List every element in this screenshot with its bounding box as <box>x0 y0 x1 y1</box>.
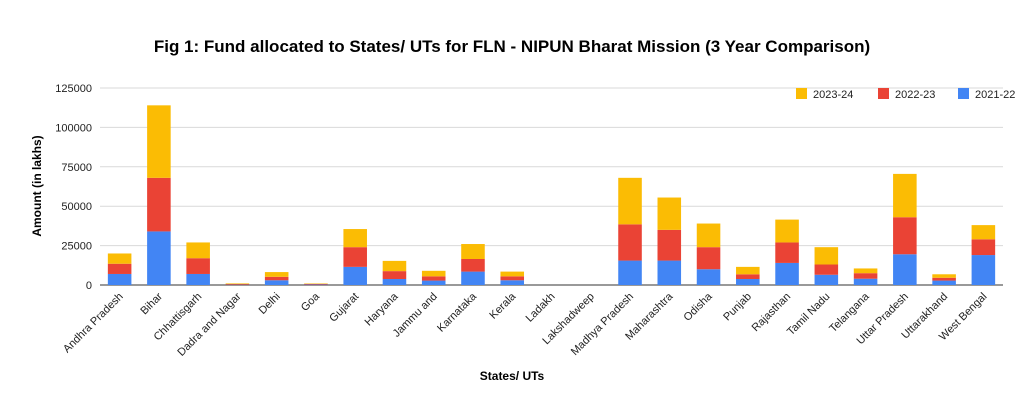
x-tick-label: Gujarat <box>327 291 361 325</box>
bar-segment <box>186 258 210 274</box>
bar-segment <box>147 177 171 232</box>
legend: 2023-24 2022-23 2021-22 <box>796 88 1015 101</box>
bar-segment <box>696 269 721 285</box>
y-tick-label: 125000 <box>55 83 92 95</box>
bar-segment <box>500 271 525 277</box>
bar-segment <box>147 231 171 285</box>
legend-swatch <box>796 88 807 99</box>
bar-segment <box>853 278 878 285</box>
bar-segment <box>932 274 956 278</box>
legend-swatch <box>958 88 969 99</box>
bar-segment <box>186 242 210 259</box>
bar-segment <box>971 225 996 240</box>
bar-segment <box>932 280 956 285</box>
bar-segment <box>343 247 367 267</box>
x-tick-label: Punjab <box>721 291 754 324</box>
x-tick-label: Bihar <box>138 290 165 317</box>
y-tick-label: 75000 <box>61 162 92 174</box>
y-tick-label: 50000 <box>61 201 92 213</box>
bar-segment <box>147 105 171 178</box>
legend-label: 2023-24 <box>813 89 853 101</box>
bar-segment <box>225 284 250 285</box>
x-tick-label: Tamil Nadu <box>785 291 832 338</box>
x-tick-label: Karnataka <box>435 290 480 335</box>
bar-segment <box>932 277 956 281</box>
bar-segment <box>657 197 682 230</box>
bar-segment <box>382 271 407 280</box>
bar-segment <box>618 260 642 285</box>
bar-segment <box>736 274 760 280</box>
bar-segment <box>696 223 721 248</box>
bar-segment <box>814 264 839 275</box>
bar-segment <box>893 217 917 255</box>
bar-segment <box>853 268 878 274</box>
bar-segment <box>421 280 446 285</box>
bar-segment <box>657 260 682 285</box>
bar-segment <box>814 274 839 285</box>
bars <box>107 105 996 285</box>
bar-segment <box>107 253 132 264</box>
bar-segment <box>893 254 917 285</box>
legend-label: 2022-23 <box>895 89 935 101</box>
grid-layer <box>100 87 1003 286</box>
bar-segment <box>461 258 485 272</box>
x-tick-label: Kerala <box>487 290 519 322</box>
x-axis-title: States/ UTs <box>480 369 545 383</box>
bar-segment <box>343 229 367 248</box>
bar-segment <box>107 263 132 274</box>
bar-segment <box>421 270 446 277</box>
bar-segment <box>461 244 485 259</box>
bar-segment <box>107 273 132 285</box>
bar-segment <box>971 255 996 285</box>
bar-segment <box>264 272 289 277</box>
legend-label: 2021-22 <box>975 89 1015 101</box>
bar-segment <box>775 262 799 285</box>
x-tick-label: Andhra Pradesh <box>61 291 126 356</box>
chart-title: Fig 1: Fund allocated to States/ UTs for… <box>154 37 870 56</box>
bar-segment <box>186 273 210 285</box>
bar-segment <box>893 173 917 218</box>
bar-segment <box>461 271 485 285</box>
bar-segment <box>736 279 760 285</box>
y-tick-label: 100000 <box>55 122 92 134</box>
bar-segment <box>853 273 878 279</box>
bar-segment <box>696 247 721 270</box>
bar-segment <box>618 224 642 261</box>
x-tick-label: Haryana <box>363 290 402 329</box>
x-tick-label: Odisha <box>682 290 716 324</box>
bar-segment <box>775 242 799 263</box>
bar-segment <box>500 280 525 285</box>
y-tick-labels: 0 25000 50000 75000 100000 125000 <box>55 83 92 292</box>
x-tick-label: Goa <box>299 290 323 314</box>
bar-segment <box>343 266 367 285</box>
y-tick-label: 0 <box>86 280 92 292</box>
y-tick-label: 25000 <box>61 241 92 253</box>
bar-segment <box>382 279 407 285</box>
bar-segment <box>382 260 407 272</box>
bar-segment <box>421 276 446 281</box>
bar-segment <box>736 266 760 275</box>
legend-swatch <box>878 88 889 99</box>
bar-segment <box>971 239 996 256</box>
bar-segment <box>618 177 642 225</box>
bar-segment <box>225 283 250 285</box>
bar-segment <box>814 247 839 265</box>
bar-segment <box>500 276 525 281</box>
bar-segment <box>304 283 328 285</box>
bar-segment <box>264 276 289 281</box>
x-tick-label: Ladakh <box>524 291 558 325</box>
x-tick-label: Delhi <box>257 291 283 317</box>
y-axis-title: Amount (in lakhs) <box>30 135 44 236</box>
bar-segment <box>775 219 799 243</box>
bar-segment <box>657 229 682 261</box>
bar-segment <box>264 280 289 285</box>
